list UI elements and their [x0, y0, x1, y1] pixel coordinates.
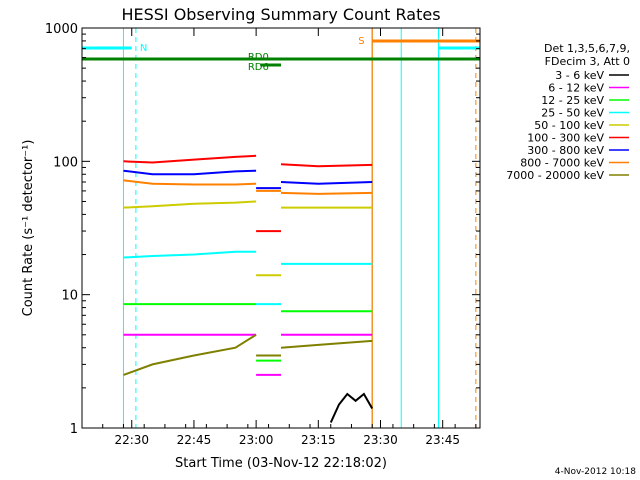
- x-tick-label-4: 23:30: [363, 433, 398, 447]
- series-line-5-0: [123, 154, 257, 164]
- footer-timestamp: 4-Nov-2012 10:18: [555, 467, 637, 477]
- chart-title: HESSI Observing Summary Count Rates: [121, 5, 440, 24]
- y-tick-label-3: 1000: [45, 22, 78, 37]
- series-line-5-2: [280, 163, 373, 168]
- legend: Det 1,3,5,6,7,9,FDecim 3, Att 03 - 6 keV…: [506, 42, 630, 182]
- flag-label-rd0: RD0: [248, 52, 269, 63]
- x-tick-label-1: 22:45: [177, 433, 212, 447]
- x-tick-label-0: 22:30: [114, 433, 149, 447]
- series-line-0-0: [329, 392, 374, 423]
- series-line-8-0: [123, 333, 257, 376]
- series-line-8-2: [280, 339, 373, 349]
- x-tick-label-2: 23:00: [239, 433, 274, 447]
- series-line-7-2: [280, 191, 373, 195]
- x-axis: 22:30 22:45 23:00 23:15 23:30 23:45: [81, 28, 477, 447]
- y-axis-label: Count Rate (s⁻¹ detector⁻¹): [21, 140, 36, 317]
- plot-frame: [81, 27, 481, 429]
- legend-label-2: 12 - 25 keV: [541, 94, 604, 107]
- x-axis-label: Start Time (03-Nov-12 22:18:02): [175, 456, 387, 471]
- legend-label-4: 50 - 100 keV: [534, 119, 604, 132]
- y-axis: 1 10 100 1000: [45, 22, 480, 437]
- y-tick-label-0: 1: [70, 422, 78, 437]
- series-line-3-0: [123, 250, 257, 259]
- series-line-4-0: [123, 200, 257, 209]
- legend-label-8: 7000 - 20000 keV: [506, 169, 604, 182]
- legend-label-5: 100 - 300 keV: [527, 132, 604, 145]
- legend-label-0: 3 - 6 keV: [555, 69, 604, 82]
- legend-label-3: 25 - 50 keV: [541, 107, 604, 120]
- series-line-7-0: [123, 179, 257, 186]
- y-tick-label-2: 100: [53, 155, 78, 170]
- legend-label-6: 300 - 800 keV: [527, 144, 604, 157]
- flag-label-s: S: [358, 36, 364, 47]
- legend-header-1: FDecim 3, Att 0: [545, 55, 630, 68]
- flag-label-rd6: RD6: [248, 62, 269, 73]
- legend-label-7: 800 - 7000 keV: [520, 157, 604, 170]
- flag-label-n: N: [140, 43, 147, 54]
- series-line-6-0: [123, 169, 257, 176]
- series-line-6-2: [280, 181, 373, 185]
- legend-header-0: Det 1,3,5,6,7,9,: [544, 42, 630, 55]
- legend-label-1: 6 - 12 keV: [548, 82, 604, 95]
- y-tick-label-1: 10: [61, 289, 78, 304]
- x-tick-label-5: 23:45: [425, 433, 460, 447]
- x-tick-label-3: 23:15: [301, 433, 336, 447]
